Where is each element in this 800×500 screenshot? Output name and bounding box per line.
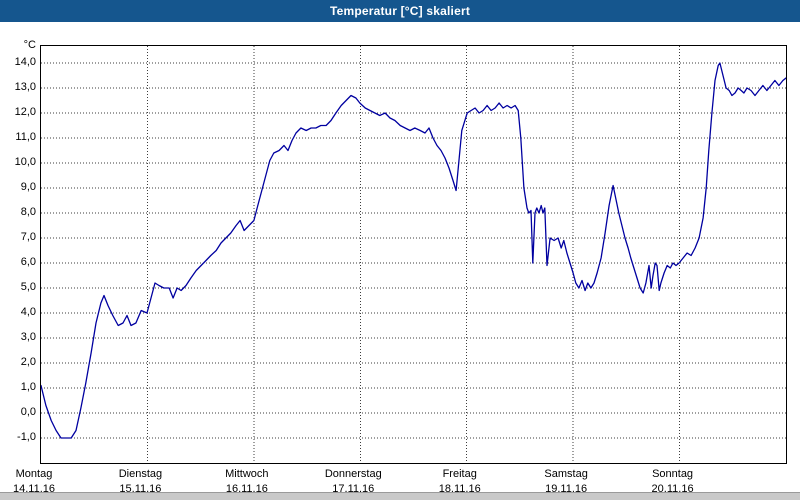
window-title: Temperatur [°C] skaliert [329, 4, 471, 18]
x-day-label: Sonntag [652, 468, 694, 480]
y-tick-label: 1,0 [20, 381, 36, 393]
x-day-label: Donnerstag [324, 468, 382, 480]
x-day-label: Mittwoch [225, 468, 269, 480]
y-tick-label: 7,0 [20, 231, 36, 243]
temperature-series-line [41, 62, 786, 439]
x-day-label: Montag [15, 468, 53, 480]
y-tick-label: 6,0 [20, 256, 36, 268]
y-tick-label: 13,0 [14, 81, 36, 93]
y-axis-unit-label: °C [23, 39, 36, 51]
x-day-label: Dienstag [118, 468, 163, 480]
y-tick-label: 14,0 [14, 56, 36, 68]
x-day-label: Samstag [544, 468, 588, 480]
y-tick-label: -1,0 [17, 431, 36, 443]
y-tick-label: 3,0 [20, 331, 36, 343]
bottom-scrollbar[interactable] [0, 492, 800, 500]
y-tick-label: 0,0 [20, 406, 36, 418]
gridlines [41, 46, 786, 463]
window-title-bar: Temperatur [°C] skaliert [0, 0, 800, 22]
y-tick-label: 10,0 [14, 156, 36, 168]
y-tick-label: 5,0 [20, 281, 36, 293]
y-tick-label: 9,0 [20, 181, 36, 193]
y-tick-label: 11,0 [15, 131, 36, 143]
y-tick-label: 8,0 [20, 206, 36, 218]
y-tick-label: 4,0 [20, 306, 36, 318]
x-day-label: Freitag [442, 468, 477, 480]
temperature-line-chart [40, 45, 787, 464]
y-tick-label: 12,0 [14, 106, 36, 118]
y-tick-label: 2,0 [20, 356, 36, 368]
